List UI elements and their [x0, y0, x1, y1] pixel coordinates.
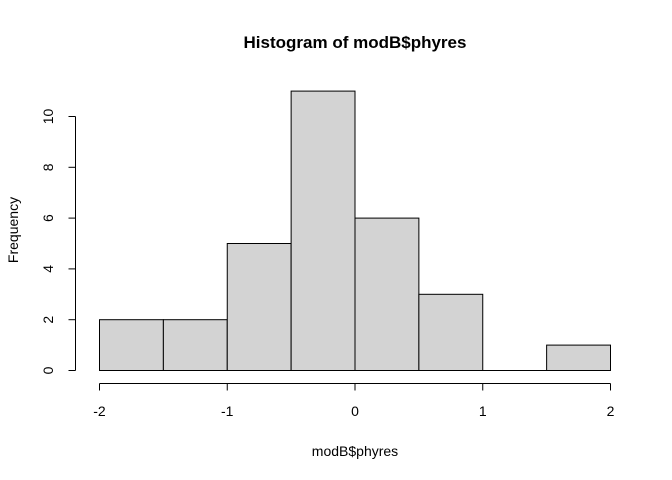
y-tick-label: 10 [40, 109, 56, 125]
y-tick-label: 0 [40, 366, 56, 374]
x-axis: -2 -1 0 1 2 [93, 383, 615, 419]
x-tick-label: 1 [479, 403, 487, 419]
x-tick-label: -2 [93, 403, 106, 419]
x-tick-label: -1 [221, 403, 234, 419]
histogram-bar [226, 243, 292, 371]
histogram-bar [354, 217, 420, 371]
x-tick-label: 2 [607, 403, 615, 419]
y-tick-label: 2 [40, 316, 56, 324]
y-axis-label: Frequency [5, 197, 21, 263]
histogram-bar [418, 293, 484, 371]
bars-group [99, 90, 611, 372]
histogram-bar [290, 90, 356, 371]
y-axis: 0 2 4 6 8 10 [40, 109, 76, 374]
y-tick-label: 8 [40, 163, 56, 171]
histogram-bar [162, 319, 228, 372]
x-axis-label: modB$phyres [312, 443, 398, 459]
x-tick-label: 0 [351, 403, 359, 419]
y-tick-label: 4 [40, 265, 56, 273]
histogram-bar [99, 319, 164, 372]
histogram-bar [546, 344, 611, 372]
chart-title: Histogram of modB$phyres [244, 33, 467, 52]
y-tick-label: 6 [40, 214, 56, 222]
